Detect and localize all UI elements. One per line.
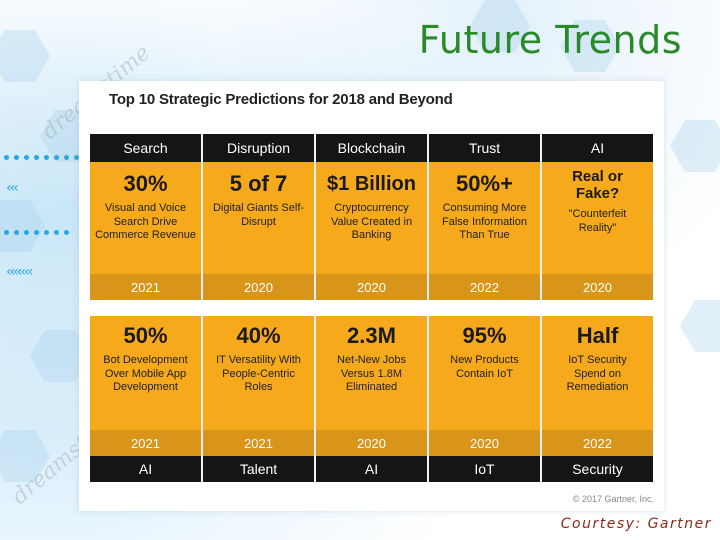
prediction-stat: 50%: [123, 323, 168, 348]
prediction-year: 2020: [542, 274, 653, 300]
category-footer: IoT: [429, 456, 540, 482]
prediction-body: 40% IT Versatility With People-Centric R…: [203, 316, 314, 430]
prediction-year: 2022: [429, 274, 540, 300]
prediction-stat: 5 of 7: [229, 171, 288, 196]
prediction-description: Consuming More False Information Than Tr…: [442, 202, 527, 241]
dots-decoration: [4, 155, 79, 160]
bottom-predictions-panel: 50% Bot Development Over Mobile App Deve…: [90, 316, 653, 482]
category-header: Disruption: [203, 134, 314, 162]
category-header: AI: [542, 134, 653, 162]
prediction-search: Search 30% Visual and Voice Search Drive…: [90, 134, 201, 300]
category-header: Trust: [429, 134, 540, 162]
prediction-year: 2020: [203, 274, 314, 300]
prediction-body: 50%+ Consuming More False Information Th…: [429, 162, 540, 274]
card-title: Top 10 Strategic Predictions for 2018 an…: [109, 91, 453, 108]
chevrons-decoration: ‹‹‹: [6, 180, 19, 196]
prediction-year: 2020: [316, 430, 427, 456]
prediction-year: 2020: [316, 274, 427, 300]
prediction-blockchain: Blockchain $1 Billion Cryptocurrency Val…: [314, 134, 427, 300]
prediction-body: 95% New Products Contain IoT: [429, 316, 540, 430]
category-footer: Security: [542, 456, 653, 482]
prediction-description: New Products Contain IoT: [450, 354, 519, 380]
prediction-stat: 2.3M: [347, 323, 396, 348]
prediction-body: Half IoT Security Spend on Remediation: [542, 316, 653, 430]
prediction-year: 2020: [429, 430, 540, 456]
prediction-body: Real or Fake? "Counterfeit Reality": [542, 162, 653, 274]
prediction-description: Digital Giants Self-Disrupt: [212, 202, 305, 228]
prediction-stat: $1 Billion: [327, 173, 416, 195]
prediction-stat: Half: [576, 323, 619, 348]
prediction-year: 2021: [90, 274, 201, 300]
prediction-description: Cryptocurrency Value Created in Banking: [330, 202, 413, 241]
prediction-stat: 50%+: [456, 171, 513, 196]
category-footer: AI: [316, 456, 427, 482]
copyright-notice: © 2017 Gartner, Inc.: [572, 494, 654, 504]
prediction-description: Net-New Jobs Versus 1.8M Eliminated: [336, 354, 407, 393]
hexagon-decoration: [470, 0, 530, 52]
dots-decoration: [4, 230, 69, 235]
prediction-body: 50% Bot Development Over Mobile App Deve…: [90, 316, 201, 430]
prediction-description: IoT Security Spend on Remediation: [566, 354, 629, 393]
prediction-description: Bot Development Over Mobile App Developm…: [103, 354, 188, 393]
prediction-year: 2021: [90, 430, 201, 456]
chevrons-decoration: ‹‹‹‹‹‹‹: [6, 264, 33, 280]
category-footer: Talent: [203, 456, 314, 482]
category-header: Blockchain: [316, 134, 427, 162]
prediction-body: 2.3M Net-New Jobs Versus 1.8M Eliminated: [316, 316, 427, 430]
prediction-description: Visual and Voice Search Drive Commerce R…: [95, 202, 196, 241]
prediction-stat: 95%: [462, 323, 507, 348]
prediction-year: 2021: [203, 430, 314, 456]
prediction-disruption: Disruption 5 of 7 Digital Giants Self-Di…: [201, 134, 314, 300]
prediction-body: $1 Billion Cryptocurrency Value Created …: [316, 162, 427, 274]
slide-title: Future Trends: [418, 18, 682, 62]
prediction-trust: Trust 50%+ Consuming More False Informat…: [427, 134, 540, 300]
prediction-bot-development: 50% Bot Development Over Mobile App Deve…: [90, 316, 201, 482]
prediction-body: 5 of 7 Digital Giants Self-Disrupt: [203, 162, 314, 274]
prediction-stat: 30%: [123, 171, 168, 196]
category-header: Search: [90, 134, 201, 162]
prediction-it-versatility: 40% IT Versatility With People-Centric R…: [201, 316, 314, 482]
prediction-year: 2022: [542, 430, 653, 456]
courtesy-credit: Courtesy: Gartner: [560, 516, 712, 532]
prediction-description: "Counterfeit Reality": [568, 208, 627, 234]
prediction-body: 30% Visual and Voice Search Drive Commer…: [90, 162, 201, 274]
prediction-stat: Real or Fake?: [572, 168, 623, 202]
prediction-iot-security: Half IoT Security Spend on Remediation 2…: [540, 316, 653, 482]
prediction-iot-products: 95% New Products Contain IoT 2020 IoT: [427, 316, 540, 482]
prediction-stat: 40%: [236, 323, 281, 348]
top-predictions-panel: Search 30% Visual and Voice Search Drive…: [90, 134, 653, 300]
category-footer: AI: [90, 456, 201, 482]
prediction-net-new-jobs: 2.3M Net-New Jobs Versus 1.8M Eliminated…: [314, 316, 427, 482]
prediction-description: IT Versatility With People-Centric Roles: [216, 354, 301, 393]
prediction-ai: AI Real or Fake? "Counterfeit Reality" 2…: [540, 134, 653, 300]
